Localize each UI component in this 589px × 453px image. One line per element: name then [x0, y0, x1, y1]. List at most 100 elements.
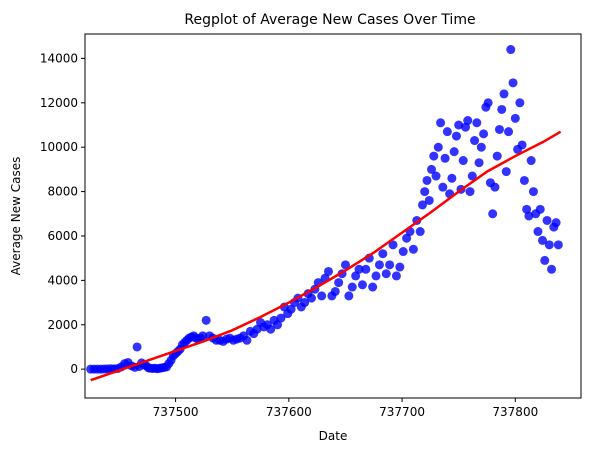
data-point — [458, 156, 468, 166]
y-axis: 0 2000 4000 6000 8000 10000 12000 14000 — [40, 51, 85, 376]
data-point — [442, 127, 452, 137]
data-point — [551, 218, 561, 228]
data-point — [433, 142, 443, 152]
data-point — [488, 209, 498, 219]
data-point — [361, 264, 371, 274]
data-point — [344, 291, 354, 301]
data-point — [519, 175, 529, 185]
data-point — [424, 195, 434, 205]
data-point — [542, 215, 552, 225]
data-point — [547, 264, 557, 274]
y-tick-label: 0 — [70, 362, 78, 376]
data-point — [340, 260, 350, 270]
data-point — [351, 271, 361, 281]
data-point — [492, 151, 502, 161]
data-point — [479, 129, 489, 139]
data-point — [357, 280, 367, 290]
x-tick-label: 737700 — [379, 405, 425, 419]
data-point — [431, 171, 441, 181]
data-point — [306, 293, 316, 303]
data-point — [415, 227, 425, 237]
data-point — [300, 298, 310, 308]
data-point — [540, 255, 550, 265]
data-point — [436, 118, 446, 128]
regression-line-layer — [90, 130, 562, 382]
data-point — [368, 282, 378, 292]
x-axis-label: Date — [319, 429, 348, 443]
y-tick-label: 10000 — [40, 140, 78, 154]
data-point — [422, 175, 432, 185]
data-point — [467, 171, 477, 181]
y-tick-label: 14000 — [40, 51, 78, 65]
data-point — [354, 264, 364, 274]
data-point — [420, 187, 430, 197]
data-point — [504, 127, 514, 137]
data-point — [470, 136, 480, 146]
data-point — [544, 240, 554, 250]
data-point — [242, 335, 252, 345]
data-point — [132, 342, 142, 352]
data-point — [533, 227, 543, 237]
data-point — [490, 182, 500, 192]
data-point — [447, 173, 457, 183]
data-point — [454, 120, 464, 130]
y-tick-label: 2000 — [47, 318, 78, 332]
data-point — [506, 45, 516, 55]
y-axis-label: Average New Cases — [9, 157, 23, 276]
data-point — [198, 331, 208, 341]
x-axis: 737500 737600 737700 737800 — [153, 398, 538, 419]
x-tick-label: 737500 — [153, 405, 199, 419]
y-tick-label: 8000 — [47, 185, 78, 199]
data-point — [472, 118, 482, 128]
x-tick-label: 737800 — [492, 405, 538, 419]
data-point — [323, 266, 333, 276]
data-point — [526, 156, 536, 166]
data-point — [465, 187, 475, 197]
data-point — [330, 286, 340, 296]
data-point — [515, 98, 525, 108]
data-point — [429, 151, 439, 161]
data-point — [388, 240, 398, 250]
data-point — [378, 249, 388, 259]
data-point — [347, 282, 357, 292]
data-point — [252, 324, 262, 334]
data-point — [497, 104, 507, 114]
data-point — [499, 89, 509, 99]
data-point — [537, 235, 547, 245]
data-point — [385, 260, 395, 270]
data-point — [286, 304, 296, 314]
data-point — [201, 315, 211, 325]
data-point — [535, 204, 545, 214]
data-point — [398, 247, 408, 257]
data-point — [524, 211, 534, 221]
data-point — [449, 147, 459, 157]
data-point — [391, 271, 401, 281]
data-point — [402, 233, 412, 243]
data-point — [417, 200, 427, 210]
x-tick-label: 737600 — [266, 405, 312, 419]
data-point — [510, 113, 520, 123]
data-point — [317, 291, 327, 301]
data-point — [374, 260, 384, 270]
data-point — [273, 320, 283, 330]
data-point — [463, 116, 473, 126]
data-point — [408, 244, 418, 254]
data-point — [553, 240, 563, 250]
data-point — [266, 324, 276, 334]
y-tick-label: 12000 — [40, 96, 78, 110]
data-point — [451, 131, 461, 141]
data-point — [517, 140, 527, 150]
data-point — [528, 187, 538, 197]
chart-title: Regplot of Average New Cases Over Time — [184, 12, 475, 28]
data-point — [501, 167, 511, 177]
data-point — [381, 269, 391, 279]
y-tick-label: 4000 — [47, 273, 78, 287]
data-point — [474, 158, 484, 168]
plot-area — [84, 33, 582, 399]
data-point — [427, 164, 437, 174]
data-point — [483, 98, 493, 108]
data-point — [371, 271, 381, 281]
plot-frame — [84, 33, 582, 399]
data-point — [476, 142, 486, 152]
